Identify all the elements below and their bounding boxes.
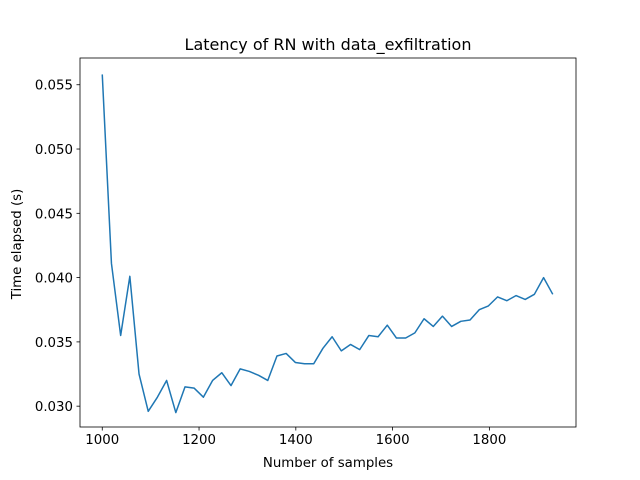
x-tick-label: 1000: [85, 433, 119, 448]
chart-title: Latency of RN with data_exfiltration: [185, 35, 472, 55]
axes-frame: [79, 57, 577, 428]
y-axis-label: Time elapsed (s): [10, 189, 25, 301]
x-tick-label: 1800: [472, 433, 506, 448]
x-axis-label: Number of samples: [263, 456, 393, 471]
y-axis-ticks: 0.030 0.035 0.040 0.045 0.050 0.055: [35, 79, 80, 415]
y-tick-label: 0.040: [35, 272, 73, 287]
y-tick-label: 0.035: [35, 336, 73, 351]
y-tick-label: 0.030: [35, 400, 73, 415]
x-tick-label: 1400: [279, 433, 313, 448]
y-tick-label: 0.045: [35, 207, 73, 222]
y-tick-label: 0.050: [35, 143, 73, 158]
y-tick-label: 0.055: [35, 79, 73, 94]
plot-area: [79, 57, 577, 428]
x-tick-label: 1200: [182, 433, 216, 448]
x-axis-ticks: 1000 1200 1400 1600 1800: [85, 427, 506, 448]
series-line: [101, 74, 554, 414]
line-layer: [101, 74, 554, 414]
x-tick-label: 1600: [376, 433, 410, 448]
